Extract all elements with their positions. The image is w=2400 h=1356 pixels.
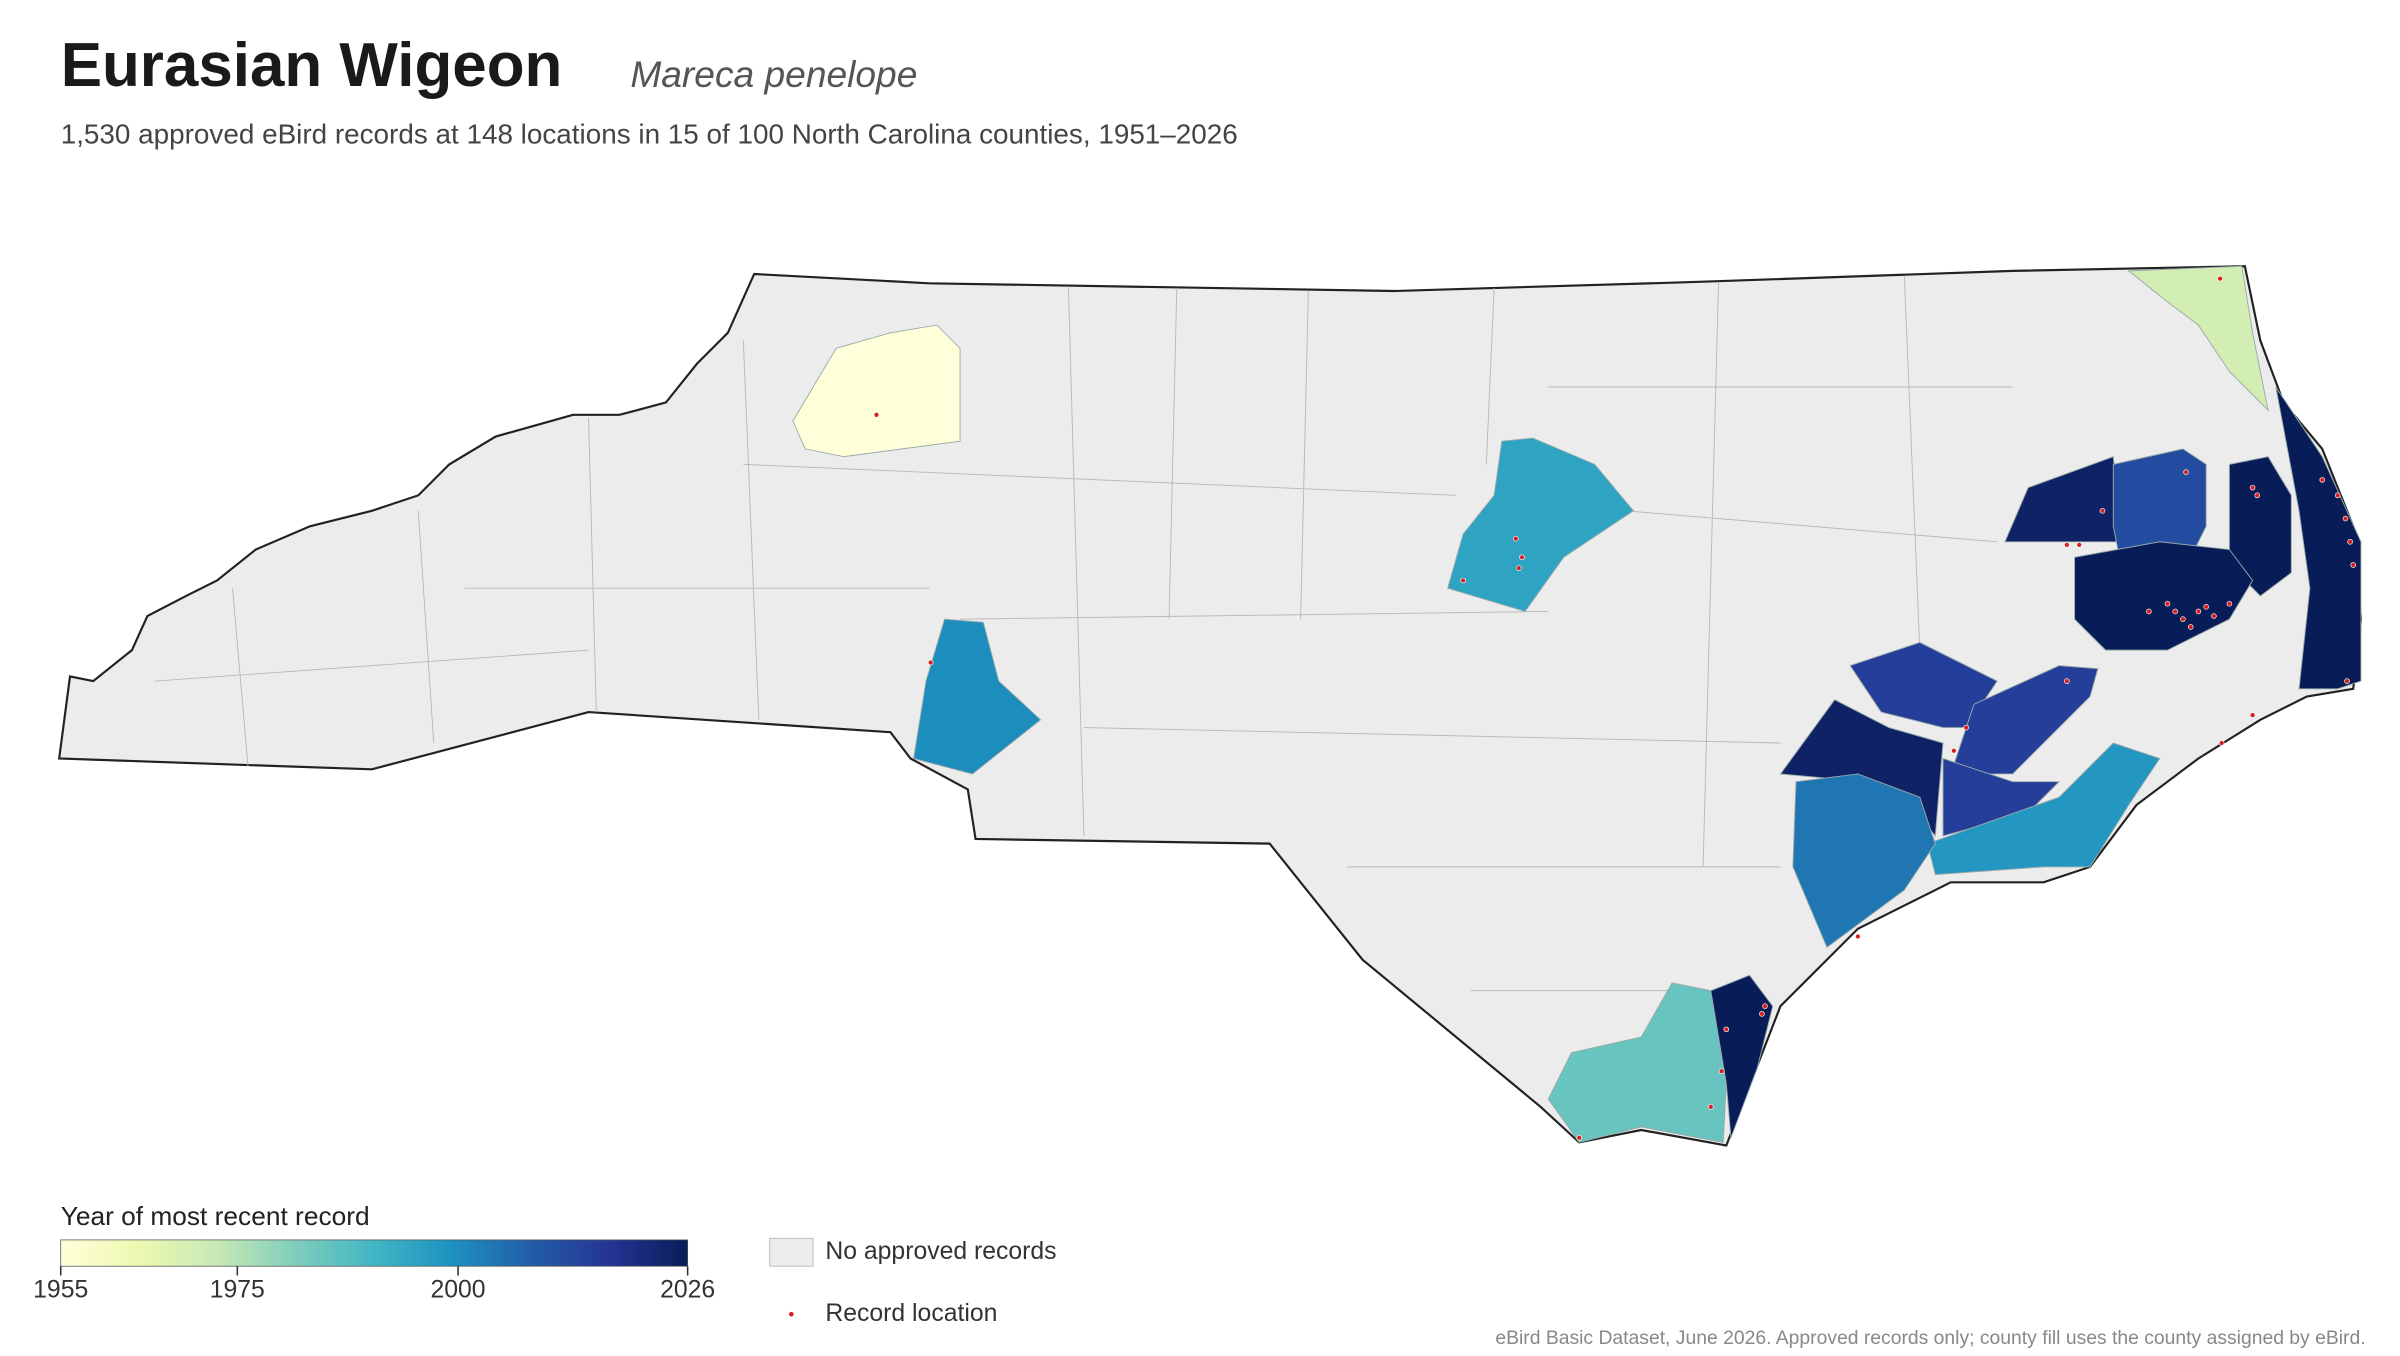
- title: Eurasian Wigeon: [61, 31, 563, 100]
- record-location: [1460, 577, 1466, 584]
- record-location-swatch: [789, 1311, 794, 1317]
- record-location: [1762, 1003, 1768, 1009]
- record-location: [2183, 469, 2189, 475]
- record-location: [1576, 1134, 1583, 1141]
- county: [913, 618, 1042, 775]
- record-location: [2180, 616, 2186, 622]
- record-location: [1723, 1026, 1730, 1033]
- colorbar: [60, 1239, 689, 1267]
- record-location: [1519, 554, 1525, 561]
- county: [1942, 757, 2061, 837]
- record-location: [1855, 933, 1861, 940]
- record-location: [2146, 608, 2152, 615]
- colorbar-tick-label: 1955: [33, 1277, 88, 1304]
- record-location: [2344, 678, 2350, 684]
- record-location: [1516, 565, 1522, 571]
- record-location: [2218, 740, 2225, 746]
- record-location: [2249, 712, 2256, 718]
- record-location: [1759, 1011, 1765, 1017]
- county: [2127, 265, 2269, 412]
- record-location: [2076, 542, 2083, 548]
- colorbar-tick-label: 2000: [431, 1277, 486, 1304]
- record-location: [2064, 678, 2070, 684]
- record-location: [2249, 484, 2256, 491]
- colorbar-tick-label: 1975: [210, 1277, 265, 1304]
- record-location: [2217, 275, 2223, 282]
- record-location: [2226, 600, 2233, 607]
- county: [792, 324, 961, 458]
- record-location: [1512, 535, 1519, 542]
- record-location: [1718, 1068, 1725, 1074]
- record-location: [2164, 600, 2171, 607]
- record-location: [2319, 477, 2326, 483]
- record-location: [2254, 492, 2261, 499]
- county: [1926, 742, 2161, 876]
- record-location: [2334, 492, 2341, 499]
- record-location: [2195, 608, 2202, 615]
- record-location: [2211, 613, 2217, 619]
- county-lines: [155, 275, 2013, 992]
- record-location: [927, 659, 934, 666]
- colorbar-tick-label: 2026: [660, 1277, 715, 1304]
- record-location: [1963, 724, 1970, 731]
- county: [1710, 974, 1774, 1138]
- record-location: [2350, 562, 2357, 568]
- county: [2275, 386, 2362, 690]
- record-location: [873, 412, 880, 418]
- legend-no-records: No approved records: [825, 1238, 1056, 1265]
- record-location: [2342, 515, 2349, 522]
- record-location: [2099, 508, 2106, 514]
- no-records-swatch: [769, 1237, 814, 1267]
- county: [1792, 773, 1936, 949]
- county: [1447, 437, 1635, 612]
- subtitle: 1,530 approved eBird records at 148 loca…: [61, 119, 1238, 150]
- scientific-name: Mareca penelope: [630, 53, 917, 95]
- record-location: [2064, 542, 2070, 548]
- legend-record-location: Record location: [825, 1300, 997, 1327]
- county: [2074, 541, 2254, 651]
- record-location: [1951, 747, 1957, 754]
- county: [2004, 456, 2122, 543]
- record-location: [1708, 1103, 1714, 1110]
- record-location: [2172, 608, 2178, 615]
- record-location: [2347, 538, 2353, 545]
- source-note: eBird Basic Dataset, June 2026. Approved…: [1495, 1327, 2365, 1349]
- colorbar-label: Year of most recent record: [61, 1201, 370, 1231]
- record-location: [2187, 624, 2194, 630]
- record-location: [2203, 604, 2209, 610]
